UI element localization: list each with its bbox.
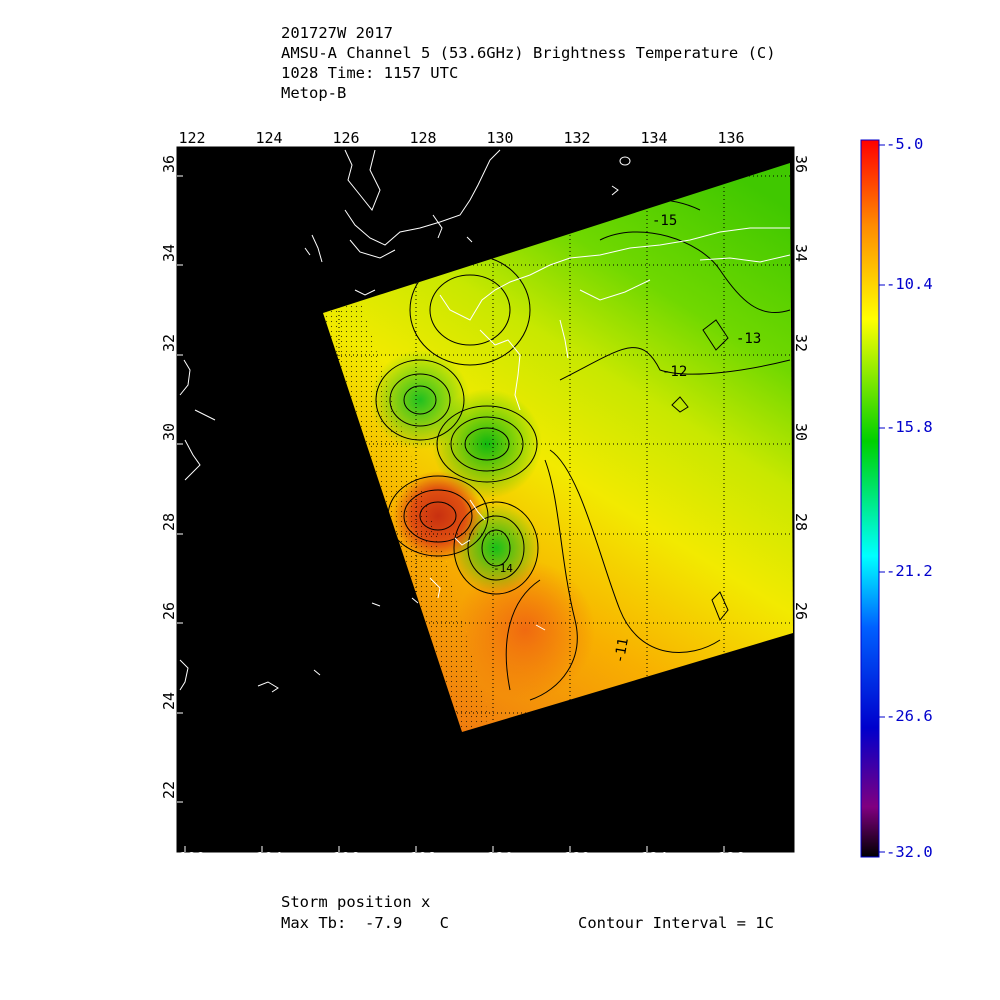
lat-label-left-22: 22 [160,781,178,799]
lon-label-top-134: 134 [640,129,667,147]
title-line-1: 201727W 2017 [281,24,393,42]
title-line-2: AMSU-A Channel 5 (53.6GHz) Brightness Te… [281,44,776,62]
lat-label-left-30: 30 [160,423,178,441]
colorbar-label-6: -32.0 [886,843,933,861]
contour-label-2: -13 [736,331,761,347]
contour-label-4: -11 [612,637,632,665]
lat-label-left-34: 34 [160,244,178,262]
lat-label-left-36: 36 [160,155,178,173]
contour-label-1: -15 [652,213,677,229]
lat-label-right-28: 28 [792,513,810,531]
lon-label-top-130: 130 [486,129,513,147]
lon-label-top-124: 124 [255,129,282,147]
lon-label-bottom-130: 130 [486,849,513,867]
lat-label-left-26: 26 [160,602,178,620]
contour-label-5: -14 [493,562,513,575]
lat-label-right-36: 36 [792,155,810,173]
colorbar-label-3: -15.8 [886,418,933,436]
coastlines [179,149,791,693]
title-line-3: 1028 Time: 1157 UTC [281,64,459,82]
title-line-4: Metop-B [281,84,347,102]
lon-label-top-122: 122 [178,129,205,147]
lon-label-bottom-128: 128 [409,849,436,867]
colorbar-label-2: -10.4 [886,275,933,293]
axis-ticks [184,147,725,153]
lat-label-right-32: 32 [792,334,810,352]
contour-interval-text: Contour Interval = 1C [578,914,774,932]
lon-label-bottom-124: 124 [255,849,282,867]
colorbar-label-5: -26.6 [886,707,933,725]
lat-label-left-28: 28 [160,513,178,531]
colorbar-label-4: -21.2 [886,562,933,580]
lon-label-top-126: 126 [332,129,359,147]
colorbar [860,139,880,858]
lon-label-bottom-134: 134 [640,849,667,867]
lon-label-top-128: 128 [409,129,436,147]
lat-label-right-26: 26 [792,602,810,620]
map-frame [176,146,795,853]
colorbar-label-1: -5.0 [886,135,924,153]
lat-label-right-34: 34 [792,244,810,262]
lon-label-bottom-136: 136 [717,849,744,867]
max-tb-text: Max Tb: -7.9 C [281,914,449,932]
colorbar-ticks [879,144,885,853]
lat-label-right-22: 22 [792,781,810,799]
lat-label-left-24: 24 [160,692,178,710]
lat-label-right-24: 24 [792,692,810,710]
lon-label-top-132: 132 [563,129,590,147]
lat-label-right-30: 30 [792,423,810,441]
storm-position-text: Storm position x [281,893,431,911]
lat-label-left-32: 32 [160,334,178,352]
lon-label-bottom-126: 126 [332,849,359,867]
lon-label-bottom-132: 132 [563,849,590,867]
lon-label-top-136: 136 [717,129,744,147]
contour-label-3: -12 [662,364,687,380]
lon-label-bottom-122: 122 [178,849,205,867]
